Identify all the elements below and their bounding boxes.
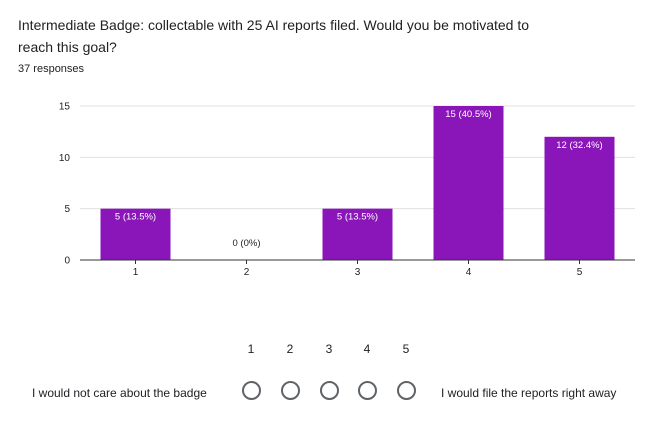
scale-number: 2 [286, 342, 294, 356]
radio-option-5[interactable] [396, 381, 416, 400]
question-title: Intermediate Badge: collectable with 25 … [18, 17, 530, 55]
chart-axes [80, 259, 635, 264]
y-tick-label: 5 [64, 204, 70, 215]
scale-number: 5 [402, 342, 410, 356]
scale-numbers: 1 2 3 4 5 [0, 342, 656, 358]
y-tick-label: 0 [64, 256, 70, 267]
chart-labels: 0 5 10 15 5 (13.5%) 1 0 (0%) 2 5 (13.5%) 3 15 (40.… [59, 102, 603, 279]
bar[interactable] [322, 208, 393, 260]
scale-number: 3 [325, 342, 333, 356]
scale-high-label: I would file the reports right away [441, 386, 617, 400]
chart-bars [100, 106, 615, 260]
y-tick-label: 15 [59, 102, 71, 113]
bar-chart: 0 5 10 15 5 (13.5%) 1 0 (0%) 2 5 (13.5%) 3 15 (40.… [59, 102, 635, 279]
x-tick-label: 5 [577, 267, 583, 278]
x-tick-label: 2 [244, 267, 250, 278]
scale-low-label: I would not care about the badge [32, 386, 207, 400]
scale-number: 4 [363, 342, 371, 356]
bar[interactable] [433, 106, 504, 260]
bar[interactable] [100, 208, 171, 260]
radio-option-3[interactable] [319, 381, 339, 400]
y-tick-label: 10 [59, 153, 71, 164]
data-label: 0 (0%) [233, 238, 261, 249]
linear-scale: I would not care about the badge I would… [0, 378, 656, 408]
data-label: 12 (32.4%) [556, 140, 602, 151]
x-tick-label: 3 [355, 267, 361, 278]
radio-option-4[interactable] [357, 381, 377, 400]
radio-option-2[interactable] [280, 381, 300, 400]
bar[interactable] [544, 136, 615, 260]
radio-option-1[interactable] [241, 381, 261, 400]
x-tick-label: 4 [466, 267, 472, 278]
x-tick-label: 1 [133, 267, 139, 278]
data-label: 15 (40.5%) [445, 109, 491, 120]
data-label: 5 (13.5%) [115, 212, 156, 223]
response-count: 37 responses [18, 63, 85, 75]
scale-number: 1 [247, 342, 255, 356]
data-label: 5 (13.5%) [337, 212, 378, 223]
